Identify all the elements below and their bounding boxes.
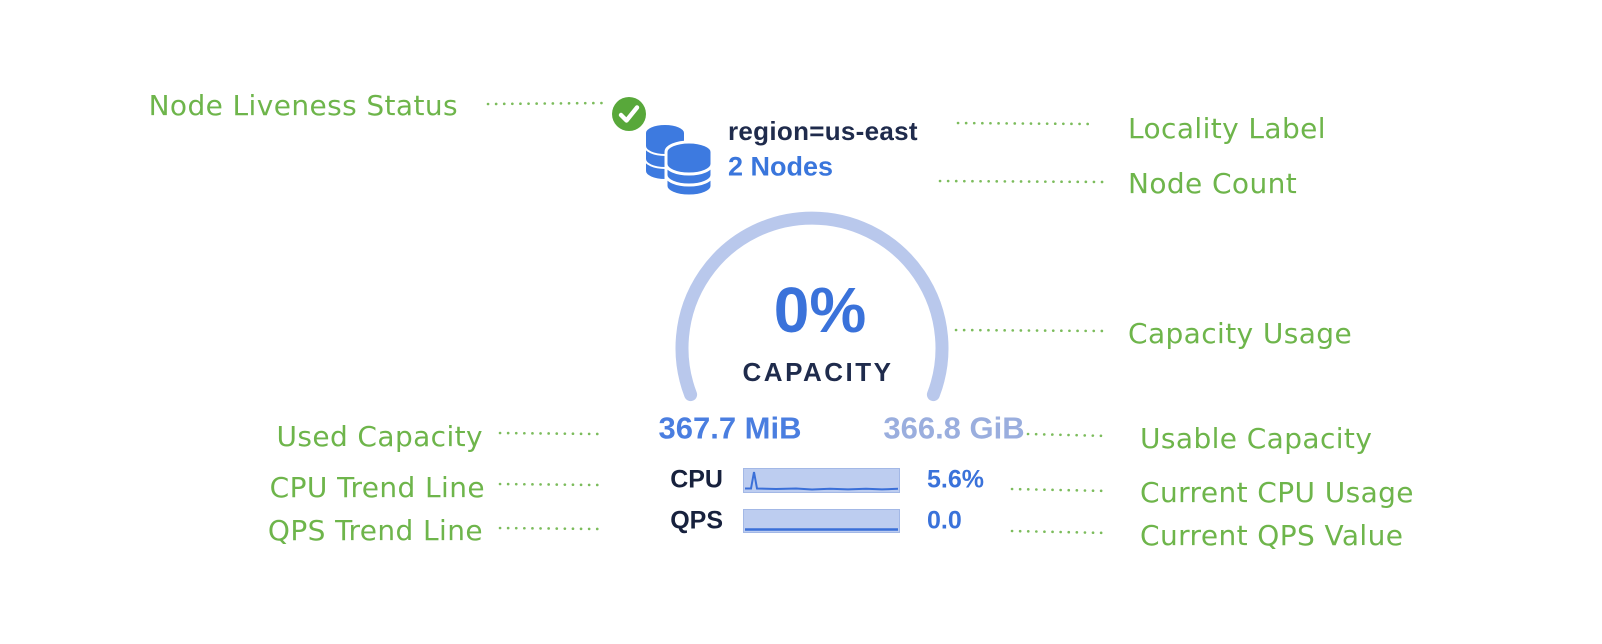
cpu-label: CPU: [670, 465, 723, 494]
cpu-usage-value: 5.6%: [927, 465, 984, 494]
capacity-gauge-arc: [675, 211, 949, 402]
callout-capacity-usage: Capacity Usage: [1128, 317, 1353, 350]
callout-qps-trend-line: QPS Trend Line: [267, 514, 483, 547]
callout-current-qps-value: Current QPS Value: [1140, 519, 1404, 552]
locality-label-value: region=us-east: [728, 116, 918, 146]
leader-usable-capacity: [1026, 432, 1110, 438]
cpu-trend-sparkline: [743, 468, 900, 493]
checkmark-glyph: [618, 105, 640, 123]
qps-label: QPS: [670, 506, 723, 535]
callout-current-cpu-usage: Current CPU Usage: [1140, 476, 1414, 509]
leader-locality: [956, 121, 1092, 126]
callout-usable-capacity: Usable Capacity: [1140, 422, 1373, 455]
callout-used-capacity: Used Capacity: [276, 420, 483, 453]
used-capacity-value: 367.7 MiB: [658, 410, 802, 446]
callout-cpu-trend-line: CPU Trend Line: [269, 471, 485, 504]
qps-trend-line-glyph: [745, 528, 898, 531]
usable-capacity-value: 366.8 GiB: [883, 410, 1025, 446]
leader-node-liveness: [486, 101, 606, 106]
callout-node-liveness-status: Node Liveness Status: [148, 89, 458, 122]
leader-capacity-usage: [954, 328, 1107, 333]
cpu-trend-line-glyph: [745, 471, 899, 491]
leader-cpu-trend: [498, 482, 602, 487]
database-stack-icon: [644, 123, 714, 198]
qps-trend-sparkline: [743, 509, 900, 533]
callout-node-count: Node Count: [1128, 167, 1298, 200]
check-circle-icon: [612, 97, 646, 131]
capacity-caption: CAPACITY: [742, 357, 894, 387]
leader-current-qps: [1010, 529, 1110, 535]
leader-node-count: [938, 179, 1112, 184]
leader-qps-trend: [498, 526, 602, 531]
callout-locality-label: Locality Label: [1128, 112, 1326, 145]
qps-value: 0.0: [927, 506, 962, 535]
leader-used-capacity: [498, 431, 602, 436]
capacity-percent-value: 0%: [773, 274, 867, 346]
leader-current-cpu: [1010, 487, 1110, 493]
leader-lines: [486, 101, 1112, 535]
node-count-value: 2 Nodes: [728, 151, 834, 182]
